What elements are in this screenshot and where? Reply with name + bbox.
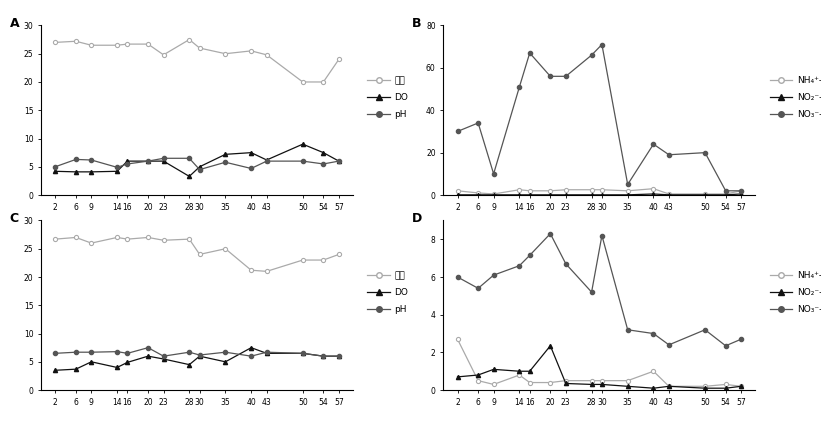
Text: D: D [412, 212, 422, 225]
Text: B: B [412, 17, 422, 30]
Legend: 수온, DO, pH: 수온, DO, pH [364, 268, 412, 318]
Legend: NH₄⁺-N, NO₂⁻-N, NO₃⁻-N: NH₄⁺-N, NO₂⁻-N, NO₃⁻-N [766, 268, 821, 318]
Legend: NH₄⁺-N, NO₂⁻-N, NO₃⁻-N: NH₄⁺-N, NO₂⁻-N, NO₃⁻-N [766, 73, 821, 123]
Text: C: C [10, 212, 19, 225]
Text: A: A [10, 17, 20, 30]
Legend: 수온, DO, pH: 수온, DO, pH [364, 73, 412, 123]
